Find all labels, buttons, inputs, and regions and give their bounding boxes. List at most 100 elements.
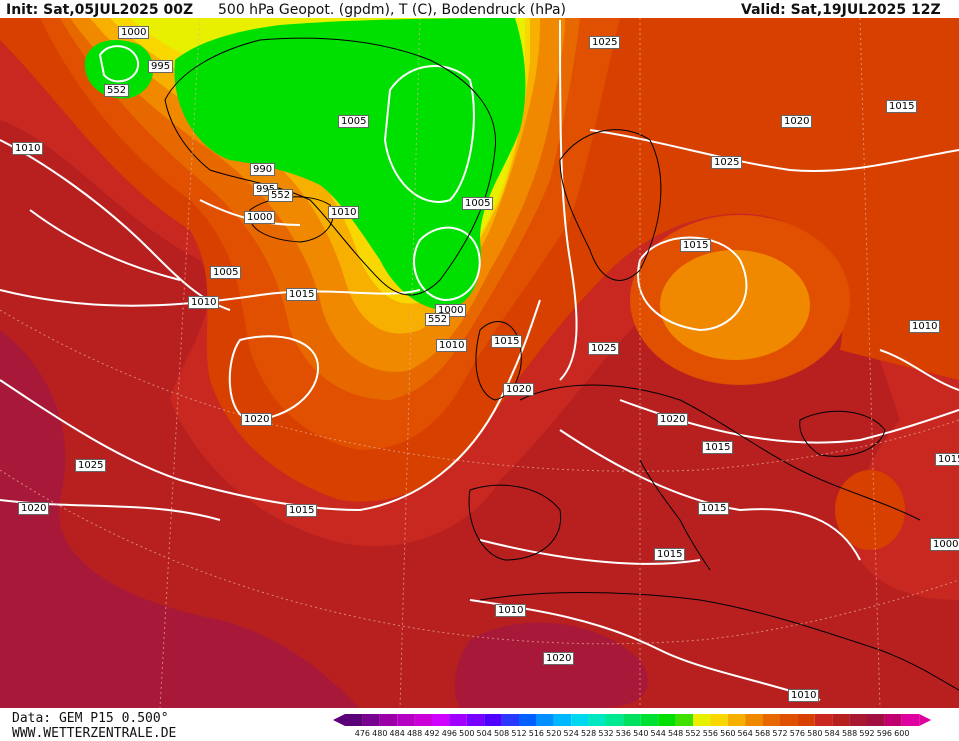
isobar-label: 1000 bbox=[930, 538, 959, 551]
legend-tick-label: 532 bbox=[598, 729, 614, 738]
legend-swatch bbox=[623, 714, 641, 726]
graticule-line-6 bbox=[159, 17, 201, 709]
isobar-label: 1010 bbox=[188, 296, 220, 309]
ridge-core-south bbox=[454, 622, 648, 708]
legend-swatch bbox=[484, 714, 502, 726]
isobar-label: 1015 bbox=[886, 100, 918, 113]
isobar-label: 1020 bbox=[657, 413, 689, 426]
isobar-label: 1020 bbox=[18, 502, 50, 515]
isobar-1010-west bbox=[0, 139, 231, 311]
legend-tick-label: 528 bbox=[580, 729, 597, 738]
legend-tick-label: 484 bbox=[389, 729, 405, 738]
isobar-label: 552 bbox=[268, 189, 294, 202]
legend-tick-label: 588 bbox=[841, 729, 858, 738]
graticule-line-1 bbox=[0, 469, 959, 645]
legend-swatch bbox=[762, 714, 780, 726]
legend-tick-label: 576 bbox=[789, 729, 806, 738]
coastline-scandinavia bbox=[559, 129, 662, 281]
legend-tick-label: 580 bbox=[807, 729, 823, 738]
legend-swatch bbox=[449, 714, 467, 726]
isobar-1015-atlantic bbox=[0, 289, 421, 307]
isobar-label: 1020 bbox=[543, 652, 575, 665]
legend-swatch bbox=[693, 714, 711, 726]
coastline-greenland bbox=[164, 37, 497, 296]
coastline-europe bbox=[519, 384, 921, 521]
isobar-label: 1005 bbox=[338, 115, 370, 128]
legend-swatch bbox=[345, 714, 363, 726]
isobar-label: 1025 bbox=[711, 156, 743, 169]
coastline-north-africa bbox=[479, 592, 959, 691]
legend-swatch bbox=[606, 714, 624, 726]
isobar-label: 1010 bbox=[328, 206, 360, 219]
legend-swatch bbox=[519, 714, 537, 726]
isobar-label: 1010 bbox=[12, 142, 44, 155]
legend-tick-label: 504 bbox=[476, 729, 492, 738]
website-url: WWW.WETTERZENTRALE.DE bbox=[12, 726, 177, 741]
legend-swatch bbox=[432, 714, 450, 726]
legend-swatch bbox=[710, 714, 728, 726]
legend-swatch bbox=[675, 714, 693, 726]
legend-tick-label: 548 bbox=[667, 729, 684, 738]
legend-swatch bbox=[658, 714, 676, 726]
graticule-line-5 bbox=[859, 17, 881, 709]
isobar-1010-greenland bbox=[383, 65, 475, 203]
legend-swatch bbox=[362, 714, 380, 726]
legend-tick-label: 512 bbox=[511, 729, 527, 738]
legend-tick-label: 488 bbox=[406, 729, 423, 738]
warm-dome-southeast bbox=[835, 470, 905, 550]
isobar-1015-east bbox=[637, 236, 748, 332]
isobar-label: 1025 bbox=[588, 342, 620, 355]
color-legend bbox=[333, 714, 932, 726]
isobar-label: 1015 bbox=[286, 288, 318, 301]
legend-swatch bbox=[901, 714, 920, 726]
legend-tick-label: 480 bbox=[372, 729, 388, 738]
legend-tick-label: 476 bbox=[354, 729, 371, 738]
init-time: Init: Sat,05JUL2025 00Z bbox=[6, 2, 194, 18]
warm-dome-east-europe-core bbox=[660, 250, 810, 360]
legend-swatch bbox=[849, 714, 867, 726]
coastline-black-sea bbox=[799, 410, 886, 457]
data-source-model: Data: GEM P15 0.500° bbox=[12, 711, 169, 726]
legend-swatch bbox=[414, 714, 432, 726]
legend-tick-label: 508 bbox=[493, 729, 510, 738]
legend-swatch bbox=[745, 714, 763, 726]
coastlines bbox=[164, 37, 959, 691]
legend-tick-label: 584 bbox=[824, 729, 840, 738]
legend-swatch bbox=[379, 714, 398, 726]
isobar-1025-north-sea bbox=[559, 19, 578, 381]
isobar-label: 1015 bbox=[654, 548, 686, 561]
legend-swatch bbox=[553, 714, 572, 726]
isobar-label: 1005 bbox=[210, 266, 242, 279]
legend-tick-label: 560 bbox=[720, 729, 736, 738]
isobar-label: 1015 bbox=[698, 502, 730, 515]
legend-tick-label: 600 bbox=[894, 729, 910, 738]
legend-tick-label: 592 bbox=[859, 729, 875, 738]
legend-tick-label: 544 bbox=[650, 729, 666, 738]
isobar-label: 1010 bbox=[909, 320, 941, 333]
cold-trough-greenland bbox=[174, 18, 526, 310]
legend-swatch bbox=[588, 714, 606, 726]
legend-swatch bbox=[832, 714, 850, 726]
isobar-label: 552 bbox=[425, 313, 451, 326]
isobar-1005-west bbox=[29, 209, 181, 281]
ridge-core-southwest bbox=[0, 330, 360, 708]
legend-swatch bbox=[867, 714, 885, 726]
isobar-label: 1020 bbox=[241, 413, 273, 426]
isobar-label: 1015 bbox=[680, 239, 712, 252]
isobar-label: 552 bbox=[104, 84, 130, 97]
legend-swatch bbox=[884, 714, 902, 726]
graticule-line-3 bbox=[399, 17, 421, 709]
isobar-1015-north-africa bbox=[469, 599, 821, 701]
coastline-italy bbox=[639, 459, 711, 571]
legend-tick-label: 524 bbox=[563, 729, 579, 738]
isobar-label: 1025 bbox=[75, 459, 107, 472]
map-title: 500 hPa Geopot. (gpdm), T (C), Bodendruc… bbox=[218, 2, 566, 18]
legend-tick-label: 520 bbox=[546, 729, 562, 738]
isobar-label: 1005 bbox=[462, 197, 494, 210]
isobar-label: 1015 bbox=[491, 335, 523, 348]
legend-swatch bbox=[640, 714, 659, 726]
legend-tick-label: 596 bbox=[876, 729, 893, 738]
legend-tick-label: 556 bbox=[702, 729, 719, 738]
legend-tick-label: 568 bbox=[754, 729, 771, 738]
legend-tick-label: 516 bbox=[528, 729, 545, 738]
